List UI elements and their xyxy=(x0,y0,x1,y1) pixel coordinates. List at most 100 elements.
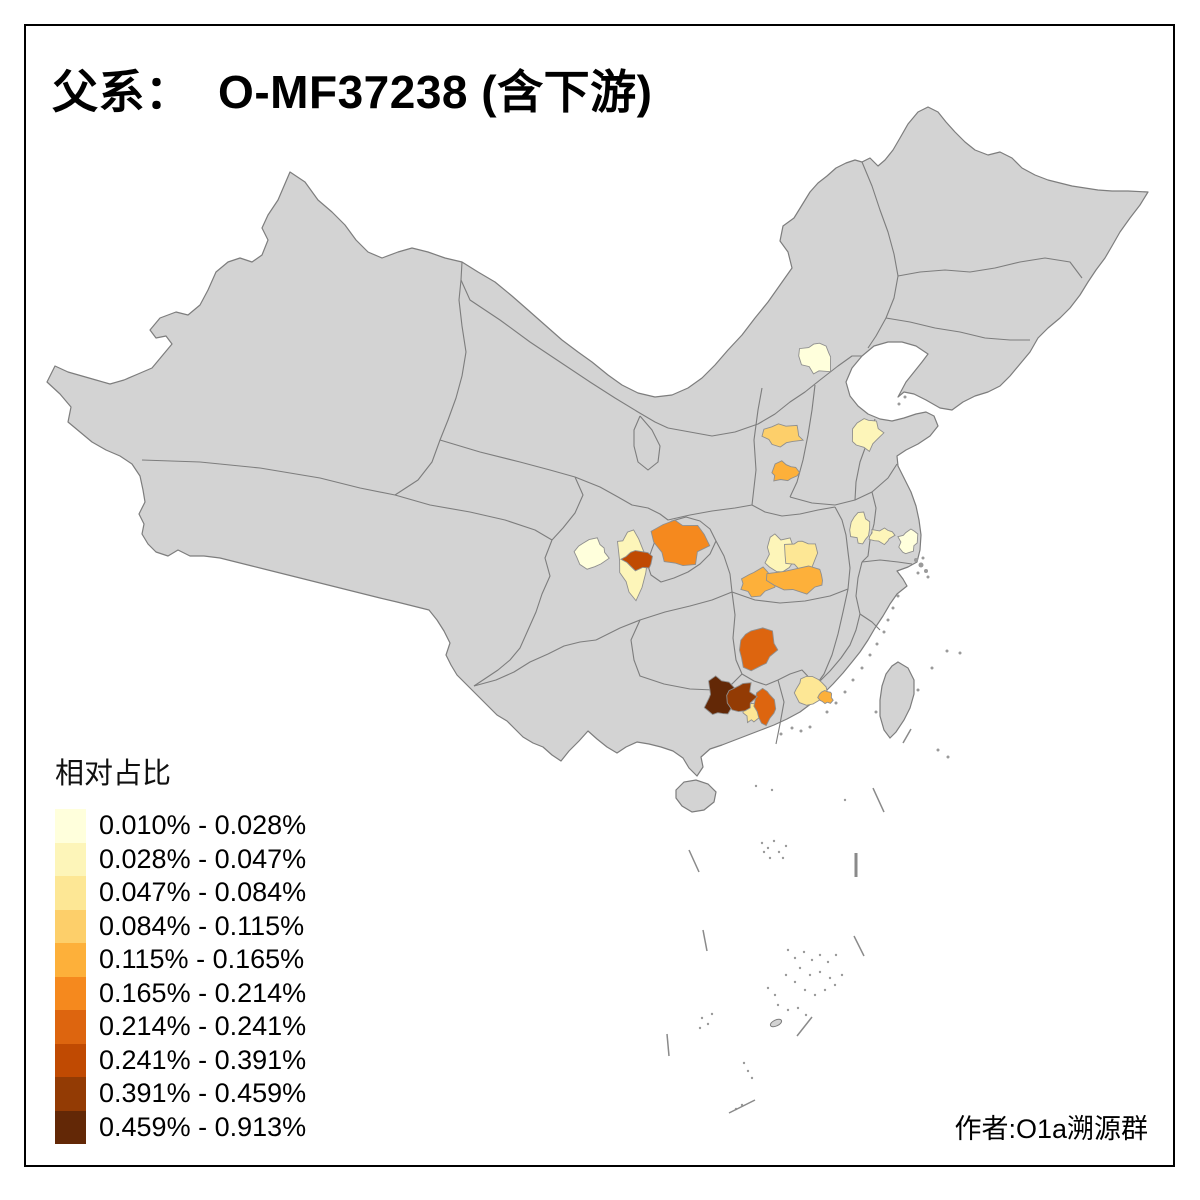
islet-dot xyxy=(868,653,872,657)
legend-swatch xyxy=(55,809,86,843)
islet-dot xyxy=(840,973,844,977)
islet-dot xyxy=(786,948,790,952)
islet-dot xyxy=(896,594,900,598)
sea-boundary-dash xyxy=(872,787,885,813)
legend-swatch xyxy=(55,909,86,943)
islet-dot xyxy=(882,630,886,634)
legend-label: 0.214% - 0.241% xyxy=(99,1011,307,1041)
islet-dot xyxy=(924,569,928,573)
sea-boundary-dash xyxy=(902,728,912,744)
region-blob xyxy=(771,460,801,482)
sea-boundary-dash xyxy=(728,1099,756,1114)
islet-dot xyxy=(813,993,817,997)
islet-dot xyxy=(698,1026,702,1030)
islet-dot xyxy=(784,844,788,848)
islet-dot xyxy=(760,841,764,845)
province-borders xyxy=(141,161,1083,745)
region-blob xyxy=(817,689,834,705)
islet-dot xyxy=(768,856,772,860)
sea-boundary-dash xyxy=(702,929,708,952)
legend-row: 0.165% - 0.214% xyxy=(55,976,307,1010)
legend-label: 0.115% - 0.165% xyxy=(99,944,305,974)
legend-label: 0.010% - 0.028% xyxy=(99,810,307,840)
islet-dot xyxy=(921,556,925,560)
islet-dot xyxy=(834,953,838,957)
islet-dot xyxy=(803,988,807,992)
legend-swatch xyxy=(55,1010,86,1044)
islet-dot xyxy=(826,960,830,964)
region-blob xyxy=(619,550,653,572)
legend-swatch xyxy=(55,976,86,1010)
islet-dot xyxy=(784,973,788,977)
legend-swatch xyxy=(55,842,86,876)
islet-dot xyxy=(710,1012,714,1016)
region-blob xyxy=(761,423,805,448)
region-blob xyxy=(726,682,758,713)
legend-label: 0.241% - 0.391% xyxy=(99,1044,307,1075)
islet-dot xyxy=(897,402,901,406)
islet-dot xyxy=(793,980,797,984)
taiwan-island xyxy=(879,661,915,739)
region-blob xyxy=(798,342,832,375)
legend-swatch xyxy=(55,1110,86,1144)
islet-dot xyxy=(808,973,812,977)
page-title: 父系： O-MF37238 (含下游) xyxy=(52,66,653,118)
islet-dot xyxy=(746,1069,750,1073)
region-blob xyxy=(849,511,871,545)
islet-dot xyxy=(843,798,847,802)
islet-dot xyxy=(793,956,797,960)
small-islands-and-dashes xyxy=(666,395,962,1114)
islet-shape xyxy=(769,1018,783,1028)
legend-rows: 0.010% - 0.028% 0.028% - 0.047% 0.047% - 0… xyxy=(55,809,306,1144)
islet-dot xyxy=(945,649,949,653)
legend-row: 0.028% - 0.047% xyxy=(55,842,306,876)
islet-dot xyxy=(874,710,878,714)
china-mainland xyxy=(46,106,1149,777)
legend-title: 相对占比 xyxy=(55,758,172,790)
islet-dot xyxy=(810,958,814,962)
landmass xyxy=(46,106,1149,813)
legend-row: 0.084% - 0.115% xyxy=(55,909,306,943)
legend-swatch xyxy=(55,1043,86,1077)
islet-dot xyxy=(754,784,758,788)
legend-row: 0.047% - 0.084% xyxy=(55,876,306,910)
islet-dot xyxy=(926,575,930,579)
region-blob xyxy=(650,519,711,567)
legend-row: 0.241% - 0.391% xyxy=(55,1043,307,1077)
islet-dot xyxy=(916,571,920,575)
islet-dot xyxy=(804,1013,808,1017)
islet-dot xyxy=(772,839,776,843)
islet-dot xyxy=(851,678,855,682)
islet-dot xyxy=(770,788,774,792)
islet-dot xyxy=(875,642,879,646)
islet-dot xyxy=(706,1022,710,1026)
colored-regions xyxy=(573,342,919,727)
islet-dot xyxy=(843,690,847,694)
region-blob xyxy=(765,565,823,595)
hainan-island xyxy=(675,779,717,813)
islet-dot xyxy=(802,950,806,954)
islet-dot xyxy=(818,953,822,957)
islet-dot xyxy=(936,748,940,752)
sea-boundary-dash xyxy=(853,935,865,957)
legend-label: 0.165% - 0.214% xyxy=(99,977,307,1008)
islet-dot xyxy=(750,1076,754,1080)
islet-dot xyxy=(781,856,785,860)
islet-dot xyxy=(786,1008,790,1012)
sea-boundary-dash xyxy=(666,1033,670,1057)
islet-dot xyxy=(742,1061,746,1065)
islet-dot xyxy=(916,688,920,692)
legend-row: 0.214% - 0.241% xyxy=(55,1010,306,1044)
islet-dot xyxy=(796,1006,800,1010)
region-blob xyxy=(739,627,779,672)
islet-dot xyxy=(808,725,812,729)
islet-dot xyxy=(828,976,832,980)
islet-dot xyxy=(825,710,829,714)
credit-text: 作者:O1a溯源群 xyxy=(954,1114,1148,1144)
islet-dot xyxy=(798,966,802,970)
islet-dot xyxy=(790,726,794,730)
legend-label: 0.047% - 0.084% xyxy=(99,877,307,907)
islet-dot xyxy=(946,755,950,759)
islet-dot xyxy=(860,666,864,670)
